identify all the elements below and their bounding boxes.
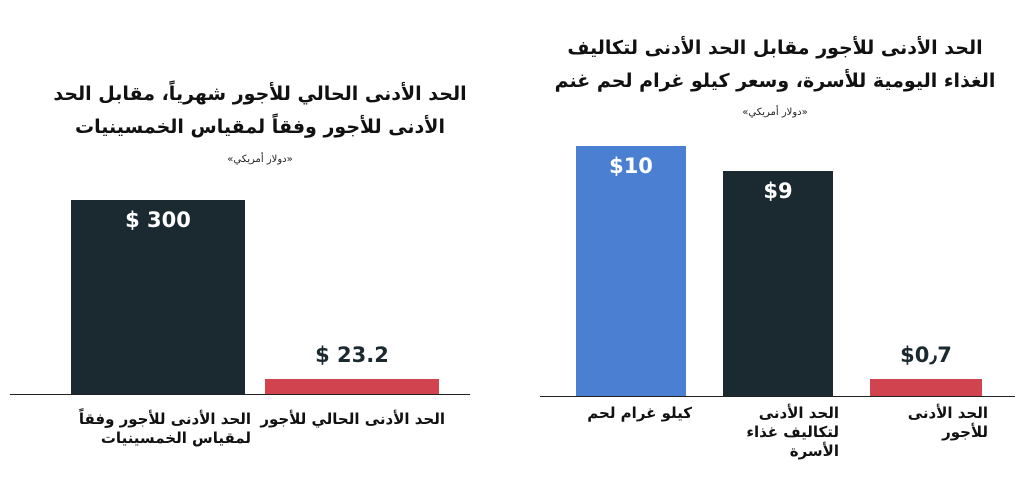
value-label: $ 23.2 xyxy=(315,342,389,367)
value-label: $ 300 xyxy=(125,208,191,232)
x-tick-label: الحد الأدنى لتكاليف غذاء الأسرة xyxy=(746,404,839,460)
chart-title: الحد الأدنى الحالي للأجور شهرياً، مقابل … xyxy=(53,83,467,138)
value-label: $0٫7 xyxy=(900,342,952,367)
value-label: $10 xyxy=(609,154,653,178)
x-tick-label: الحد الأدنى للأجور xyxy=(907,404,988,441)
bar xyxy=(576,146,686,396)
x-tick-label: الحد الأدنى الحالي للأجور xyxy=(260,410,445,428)
bar xyxy=(723,171,833,396)
baseline xyxy=(540,396,1015,397)
chart-subtitle: «دولار أمريكي» xyxy=(742,107,808,118)
baseline xyxy=(10,394,470,395)
x-tick-label: كيلو غرام لحم xyxy=(587,404,692,422)
chart-title: الحد الأدنى للأجور مقابل الحد الأدنى لتك… xyxy=(554,37,996,92)
x-tick-label: الحد الأدنى للأجور وفقاً لمقياس الخمسيني… xyxy=(78,410,251,447)
bar xyxy=(71,200,245,394)
value-label: $9 xyxy=(763,179,793,203)
bar xyxy=(870,378,982,396)
chart-subtitle: «دولار أمريكي» xyxy=(227,154,293,165)
bar xyxy=(265,378,439,394)
